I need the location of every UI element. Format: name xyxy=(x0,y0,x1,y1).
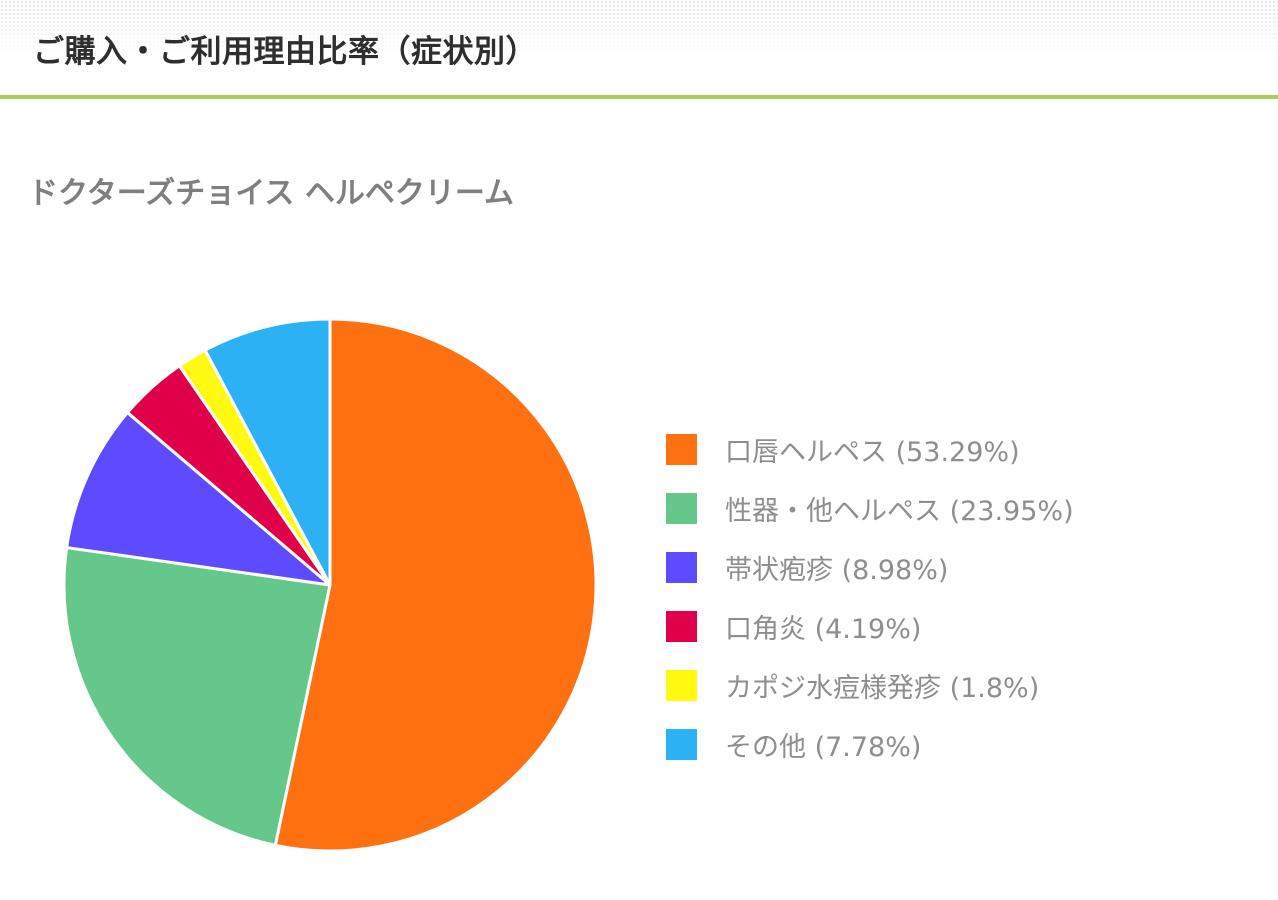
legend-item: 性器・他ヘルペス (23.95%) xyxy=(666,479,1074,538)
legend-label: 性器・他ヘルペス (23.95%) xyxy=(725,496,1074,527)
legend-swatch xyxy=(666,434,697,465)
chart-subtitle: ドクターズチョイス ヘルペクリーム xyxy=(28,176,514,211)
legend-swatch xyxy=(666,611,697,642)
legend-label: カポジ水痘様発疹 (1.8%) xyxy=(725,673,1040,704)
pie-slice xyxy=(65,411,332,587)
legend-item: 口唇ヘルペス (53.29%) xyxy=(666,420,1074,479)
pie-chart xyxy=(60,316,600,856)
legend-swatch xyxy=(666,729,697,760)
page-title: ご購入・ご利用理由比率（症状別） xyxy=(33,34,537,70)
legend-item: カポジ水痘様発疹 (1.8%) xyxy=(666,656,1074,715)
legend-item: 帯状疱疹 (8.98%) xyxy=(666,538,1074,597)
legend-label: 帯状疱疹 (8.98%) xyxy=(725,555,949,586)
legend-label: その他 (7.78%) xyxy=(725,732,922,763)
pie-slice xyxy=(203,317,332,587)
legend-label: 口唇ヘルペス (53.29%) xyxy=(725,437,1020,468)
pie-slice xyxy=(273,317,598,853)
legend-label: 口角炎 (4.19%) xyxy=(725,614,922,645)
legend-swatch xyxy=(666,552,697,583)
title-underline xyxy=(0,95,1278,99)
pie-chart-svg xyxy=(62,317,598,853)
legend-item: その他 (7.78%) xyxy=(666,715,1074,774)
header-fade xyxy=(0,0,1278,95)
chart-legend: 口唇ヘルペス (53.29%) 性器・他ヘルペス (23.95%) 帯状疱疹 (… xyxy=(666,420,1074,774)
legend-swatch xyxy=(666,670,697,701)
legend-item: 口角炎 (4.19%) xyxy=(666,597,1074,656)
legend-swatch xyxy=(666,493,697,524)
pie-slice xyxy=(62,546,332,847)
